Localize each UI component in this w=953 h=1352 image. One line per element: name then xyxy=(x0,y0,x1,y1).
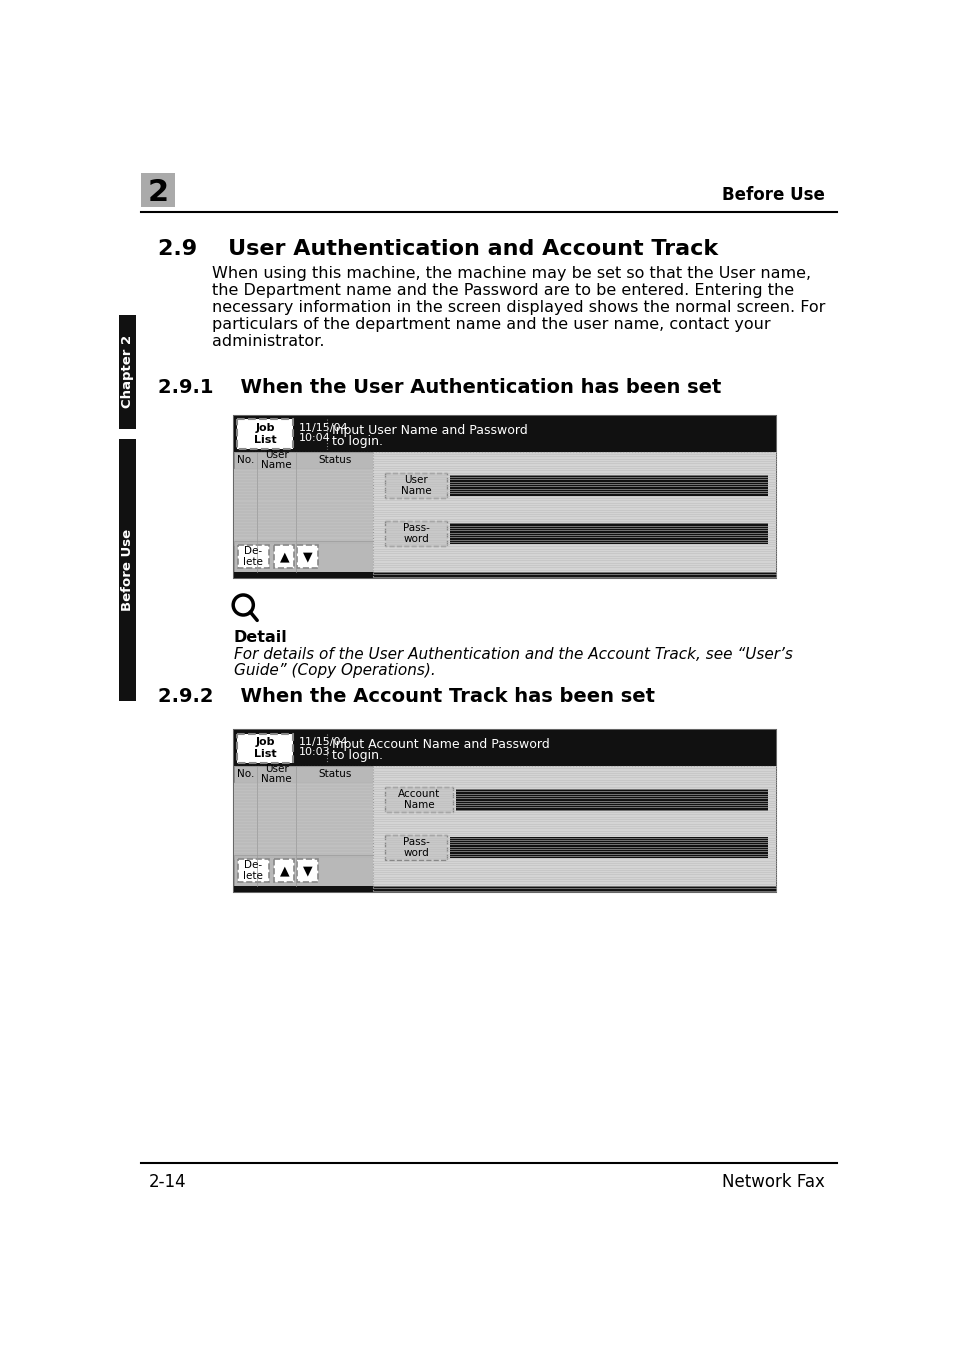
Bar xyxy=(274,545,294,568)
Text: 2-14: 2-14 xyxy=(149,1174,186,1191)
Text: 11/15/04: 11/15/04 xyxy=(298,422,348,433)
Text: Input Account Name and Password: Input Account Name and Password xyxy=(332,738,549,752)
Bar xyxy=(297,859,317,883)
Text: De-
lete: De- lete xyxy=(243,546,263,566)
Bar xyxy=(450,523,767,544)
Text: Input User Name and Password: Input User Name and Password xyxy=(332,425,527,437)
Bar xyxy=(373,886,776,892)
Bar xyxy=(237,859,269,883)
Text: 2.9    User Authentication and Account Track: 2.9 User Authentication and Account Trac… xyxy=(158,239,718,260)
Text: administrator.: administrator. xyxy=(212,334,324,349)
Text: Guide” (Copy Operations).: Guide” (Copy Operations). xyxy=(233,662,436,677)
Bar xyxy=(385,473,447,498)
Bar xyxy=(233,452,373,469)
Text: 2.9.2    When the Account Track has been set: 2.9.2 When the Account Track has been se… xyxy=(158,687,655,706)
Text: Before Use: Before Use xyxy=(720,185,823,204)
Bar xyxy=(385,836,447,860)
Bar xyxy=(385,787,453,813)
Bar xyxy=(373,572,776,579)
Text: particulars of the department name and the user name, contact your: particulars of the department name and t… xyxy=(212,316,770,333)
Text: Before Use: Before Use xyxy=(121,529,134,611)
Text: to login.: to login. xyxy=(332,749,382,763)
Bar xyxy=(236,419,293,449)
Bar xyxy=(233,416,776,452)
Bar xyxy=(119,439,136,702)
Text: Status: Status xyxy=(317,456,351,465)
Bar xyxy=(233,856,373,886)
Text: When using this machine, the machine may be set so that the User name,: When using this machine, the machine may… xyxy=(212,266,810,281)
Text: Job
List: Job List xyxy=(253,737,276,758)
Text: For details of the User Authentication and the Account Track, see “User’s: For details of the User Authentication a… xyxy=(233,648,792,662)
Bar xyxy=(297,545,317,568)
Text: De-
lete: De- lete xyxy=(243,860,263,882)
Bar xyxy=(233,767,373,783)
Text: Account
Name: Account Name xyxy=(397,790,440,810)
Text: No.: No. xyxy=(236,456,254,465)
Bar xyxy=(450,475,767,496)
Bar xyxy=(373,767,776,892)
Bar xyxy=(450,837,767,859)
Bar xyxy=(233,886,373,892)
Text: 2: 2 xyxy=(148,177,169,207)
Bar xyxy=(233,783,373,860)
Bar xyxy=(233,572,373,579)
Bar xyxy=(233,416,776,579)
Text: User
Name: User Name xyxy=(400,476,431,496)
Text: User
Name: User Name xyxy=(261,450,292,470)
Bar xyxy=(237,545,269,568)
Text: Pass-
word: Pass- word xyxy=(402,837,429,859)
Bar xyxy=(233,541,373,572)
Bar xyxy=(233,730,776,767)
Text: Pass-
word: Pass- word xyxy=(402,523,429,544)
Text: ▲: ▲ xyxy=(279,864,289,877)
Text: 10:04: 10:04 xyxy=(298,433,331,443)
Text: 11/15/04: 11/15/04 xyxy=(298,737,348,746)
Text: ▲: ▲ xyxy=(279,550,289,562)
Text: Chapter 2: Chapter 2 xyxy=(121,335,134,408)
Text: to login.: to login. xyxy=(332,435,382,448)
Bar xyxy=(141,173,174,207)
Bar xyxy=(119,315,136,429)
Bar xyxy=(233,730,776,892)
Text: necessary information in the screen displayed shows the normal screen. For: necessary information in the screen disp… xyxy=(212,300,824,315)
Text: Status: Status xyxy=(317,769,351,779)
Text: ▼: ▼ xyxy=(302,864,312,877)
Text: 2.9.1    When the User Authentication has been set: 2.9.1 When the User Authentication has b… xyxy=(158,377,720,397)
Text: Job
List: Job List xyxy=(253,423,276,445)
Text: Network Fax: Network Fax xyxy=(720,1174,823,1191)
Bar xyxy=(233,469,373,546)
Bar xyxy=(456,790,767,811)
Bar xyxy=(373,452,776,579)
Text: the Department name and the Password are to be entered. Entering the: the Department name and the Password are… xyxy=(212,283,794,299)
Text: 10:03: 10:03 xyxy=(298,748,331,757)
Bar xyxy=(236,734,293,763)
Text: Detail: Detail xyxy=(233,630,288,645)
Bar xyxy=(385,521,447,546)
Text: No.: No. xyxy=(236,769,254,779)
Text: User
Name: User Name xyxy=(261,764,292,784)
Text: ▼: ▼ xyxy=(302,550,312,562)
Bar xyxy=(274,859,294,883)
